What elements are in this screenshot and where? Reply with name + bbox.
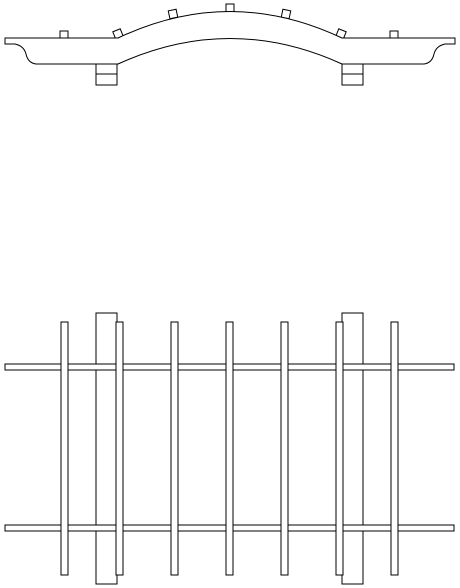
plan-rafter	[170, 321, 179, 576]
plan-rafter	[390, 321, 399, 576]
plan-view	[4, 312, 455, 585]
plan-post-right	[341, 312, 364, 585]
elevation-view	[4, 3, 456, 86]
plan-rafter	[335, 321, 344, 576]
arched-beam	[4, 11, 456, 65]
plan-posts	[95, 312, 364, 585]
plan-rafter	[280, 321, 289, 576]
plan-rafter	[225, 321, 234, 576]
plan-rafters	[60, 321, 399, 576]
plan-rafter	[115, 321, 124, 576]
elevation-posts	[95, 63, 364, 86]
plan-post-left	[95, 312, 118, 585]
plan-rafter	[60, 321, 69, 576]
